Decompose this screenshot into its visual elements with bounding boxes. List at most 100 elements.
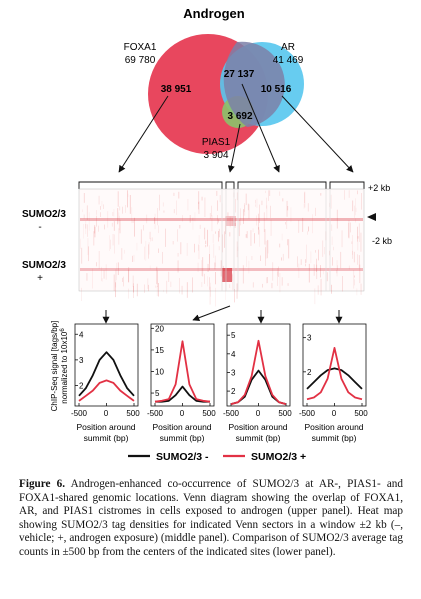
heatmap-streak	[277, 268, 278, 286]
heatmap-streak	[360, 283, 362, 295]
heatmap-streak	[281, 233, 283, 241]
heatmap-streak	[101, 266, 102, 281]
heatmap-streak	[235, 198, 236, 213]
heatmap-streak	[282, 253, 284, 261]
heatmap-streak	[282, 198, 284, 202]
heatmap-center-marker	[367, 213, 376, 221]
heatmap-row1-label: SUMO2/3	[22, 209, 66, 220]
heatmap-streak	[240, 208, 241, 226]
figure-graphic: Androgen FOXA1 69 780 AR 41 469 38 951 2…	[22, 6, 392, 463]
heatmap-streak	[304, 191, 306, 208]
heatmap-streak	[187, 199, 189, 211]
heatmap-streak	[264, 229, 266, 245]
legend-label-minus: SUMO2/3 -	[156, 451, 209, 463]
heatmap-streak	[262, 283, 263, 288]
svg-text:0: 0	[104, 409, 109, 418]
heatmap-streak	[322, 240, 324, 257]
heatmap-streak	[118, 215, 120, 231]
heatmap-streak	[229, 216, 231, 228]
heatmap-streak	[238, 219, 240, 237]
heatmap-streak	[128, 269, 129, 282]
heatmap-streak	[288, 239, 290, 259]
profile-xlabels: Position around summit (bp) Position aro…	[76, 422, 363, 443]
heatmap-streak	[303, 203, 305, 209]
heatmap-streak	[326, 272, 328, 282]
heatmap-streak	[218, 246, 220, 251]
heatmap-streak	[220, 260, 222, 277]
heatmap-streak	[116, 262, 117, 281]
heatmap-streak	[82, 209, 83, 213]
heatmap-streak	[224, 231, 225, 248]
heatmap-streak	[117, 191, 119, 207]
heatmap-streak	[165, 228, 166, 247]
heatmap-streak	[189, 215, 191, 223]
heatmap-streak	[218, 219, 219, 223]
heatmap-streak	[242, 265, 244, 284]
heatmap-streak	[305, 263, 306, 267]
heatmap-streak	[150, 238, 151, 242]
ar-total: 41 469	[273, 55, 304, 66]
heatmap-streak	[244, 204, 246, 216]
heatmap-streak	[316, 258, 317, 272]
heatmap-streak	[92, 268, 93, 289]
heatmap-streak	[151, 237, 153, 242]
profile-series-plus-line	[154, 340, 211, 403]
heatmap-streak	[113, 209, 115, 217]
heatmap-streak	[118, 228, 120, 245]
heatmap-streak	[314, 288, 316, 305]
heatmap-streak	[245, 193, 247, 206]
heatmap-streak	[118, 212, 120, 223]
foxa1-total: 69 780	[125, 55, 156, 66]
heatmap-streak	[209, 277, 210, 290]
heatmap-streak	[113, 274, 115, 291]
heatmap-streak	[194, 243, 195, 253]
heatmap-streak	[140, 229, 142, 244]
heatmap-streak	[215, 231, 216, 234]
profile-panel-1: 2 3 4	[74, 323, 139, 407]
heatmap-streak	[250, 230, 252, 246]
heatmap-streak	[361, 193, 362, 210]
venn-overlap-region	[223, 41, 285, 127]
heatmap-streak	[127, 190, 128, 208]
heatmap-streak	[246, 231, 248, 239]
heatmap-streak	[186, 243, 188, 256]
heatmap-streak	[96, 262, 97, 267]
heatmap-frame	[78, 188, 365, 292]
heatmap-streak	[86, 273, 88, 281]
heatmap-streak	[248, 260, 250, 274]
heatmap-streak	[333, 246, 334, 251]
heatmap-streak	[357, 236, 359, 239]
heatmap-streak	[307, 203, 309, 212]
heatmap-streak	[236, 241, 238, 258]
svg-text:Position around: Position around	[228, 422, 287, 432]
profile-xticks: -500 0 500 -500 0 500 -500 0 500 -500 0 …	[71, 409, 368, 418]
heatmap-streak	[87, 238, 89, 255]
heatmap-streak	[357, 241, 359, 251]
svg-text:0: 0	[332, 409, 337, 418]
heatmap-streak	[310, 251, 312, 264]
heatmap-streak	[127, 193, 129, 198]
heatmap-streak	[336, 270, 338, 274]
heatmap-streak	[331, 224, 333, 231]
heatmap-streak	[186, 282, 188, 298]
profile-panel-2: 5 10 15 20	[150, 323, 215, 407]
heatmap-streak	[336, 209, 338, 229]
pias1-name: PIAS1	[202, 137, 231, 148]
heatmap-streak	[307, 231, 308, 235]
heatmap-minus2kb-label: -2 kb	[372, 236, 392, 246]
heatmap-streak	[154, 213, 156, 230]
profile-ytick-label: 3	[231, 368, 236, 377]
heatmap-streak	[162, 251, 163, 264]
heatmap-streak	[113, 221, 115, 231]
heatmap-streak	[81, 287, 82, 301]
caption-label: Figure 6.	[19, 478, 66, 490]
heatmap-streak	[217, 200, 218, 211]
svg-text:0: 0	[180, 409, 185, 418]
heatmap-streak	[87, 224, 88, 237]
svg-text:-500: -500	[299, 409, 316, 418]
heatmap-density	[80, 190, 363, 307]
svg-text:500: 500	[278, 409, 292, 418]
profile-ytick-label: 2	[231, 387, 236, 396]
heatmap-streak	[217, 215, 218, 225]
heatmap-streak	[355, 218, 356, 223]
